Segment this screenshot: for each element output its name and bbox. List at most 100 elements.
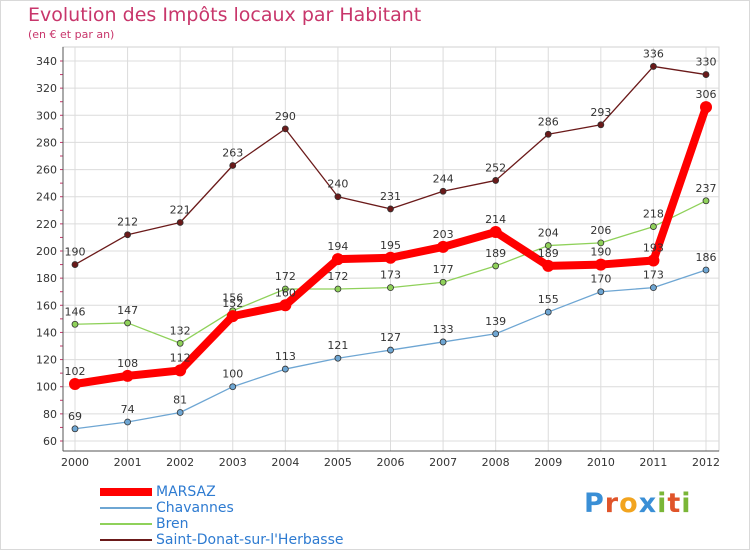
data-label: 133 — [433, 323, 454, 336]
data-label: 244 — [433, 172, 454, 185]
data-point — [544, 242, 552, 249]
y-tick-label: 100 — [36, 381, 57, 394]
logo-letter: P — [584, 488, 605, 519]
y-tick-label: 120 — [36, 354, 57, 367]
data-point — [176, 339, 184, 347]
data-label: 172 — [275, 270, 296, 283]
data-point — [384, 251, 397, 264]
x-tick-label: 2002 — [166, 456, 194, 469]
y-tick-label: 240 — [36, 191, 57, 204]
data-point — [594, 258, 607, 271]
data-point — [437, 240, 450, 253]
data-point — [544, 308, 552, 316]
x-tick-label: 2010 — [587, 456, 615, 469]
data-point — [124, 418, 131, 426]
y-tick-label: 300 — [36, 109, 57, 122]
y-tick-label: 280 — [36, 136, 57, 149]
data-point — [700, 101, 712, 114]
data-point — [334, 193, 342, 201]
data-label: 100 — [222, 368, 243, 381]
data-label: 127 — [380, 331, 401, 344]
data-label: 172 — [327, 270, 348, 283]
y-tick-label: 320 — [36, 82, 57, 95]
data-label: 156 — [222, 292, 243, 305]
data-point — [492, 262, 500, 270]
x-tick-label: 2006 — [377, 456, 405, 469]
data-label: 170 — [590, 273, 611, 286]
data-label: 293 — [590, 106, 611, 119]
y-tick-label: 140 — [36, 326, 57, 339]
data-label: 286 — [538, 115, 559, 128]
y-tick-label: 260 — [36, 164, 57, 177]
data-label: 147 — [117, 304, 138, 317]
y-tick-label: 160 — [36, 299, 57, 312]
x-tick-label: 2005 — [324, 456, 352, 469]
data-label: 69 — [68, 410, 82, 423]
data-point — [439, 187, 447, 195]
data-label: 263 — [222, 147, 243, 160]
data-label: 74 — [121, 403, 135, 416]
y-tick-label: 60 — [43, 435, 57, 448]
legend-label: MARSAZ — [156, 484, 216, 500]
data-label: 190 — [65, 246, 86, 259]
data-label: 189 — [538, 247, 559, 260]
data-point — [69, 378, 81, 390]
data-label: 113 — [275, 350, 296, 363]
data-label: 231 — [380, 190, 401, 203]
data-label: 204 — [538, 227, 559, 240]
data-label: 189 — [485, 247, 506, 260]
data-label: 237 — [696, 182, 717, 195]
x-tick-label: 2000 — [61, 456, 89, 469]
data-point — [439, 278, 447, 286]
data-label: 290 — [275, 110, 296, 123]
data-point — [492, 330, 500, 338]
x-tick-label: 2011 — [639, 456, 667, 469]
data-point — [650, 223, 657, 230]
data-point — [650, 63, 657, 70]
data-label: 195 — [380, 239, 401, 252]
legend-label: Bren — [156, 516, 189, 532]
y-tick-label: 220 — [36, 218, 57, 231]
data-point — [387, 205, 394, 213]
logo-letter: i — [681, 488, 692, 519]
x-tick-label: 2012 — [692, 456, 720, 469]
data-point — [597, 121, 605, 129]
data-label: 212 — [117, 216, 138, 229]
data-point — [281, 365, 289, 373]
data-point — [597, 239, 605, 247]
x-tick-label: 2007 — [429, 456, 457, 469]
data-label: 336 — [643, 47, 664, 60]
data-label: 173 — [380, 269, 401, 282]
chart-title: Evolution des Impôts locaux par Habitant — [28, 4, 422, 26]
data-label: 139 — [485, 315, 506, 328]
data-point — [174, 364, 187, 377]
x-tick-label: 2008 — [482, 456, 510, 469]
data-point — [334, 354, 342, 362]
data-label: 240 — [327, 178, 348, 191]
y-tick-label: 80 — [43, 408, 57, 421]
x-tick-label: 2009 — [534, 456, 562, 469]
data-point — [597, 288, 605, 296]
data-label: 214 — [485, 213, 506, 226]
data-label: 306 — [696, 88, 717, 101]
data-label: 152 — [222, 297, 243, 310]
data-point — [229, 162, 237, 169]
data-point — [176, 219, 184, 226]
data-label: 160 — [275, 286, 296, 299]
logo-letter: x — [638, 488, 658, 519]
data-point — [226, 310, 239, 323]
data-point — [124, 319, 131, 327]
data-point — [121, 369, 134, 382]
data-label: 173 — [643, 269, 664, 282]
data-label: 81 — [173, 394, 187, 407]
data-point — [492, 177, 500, 184]
chart-subtitle: (en € et par an) — [28, 28, 115, 41]
data-point — [387, 284, 394, 292]
data-label: 252 — [485, 161, 506, 174]
data-point — [281, 125, 289, 133]
data-label: 221 — [170, 204, 191, 217]
data-point — [650, 284, 657, 292]
y-tick-label: 200 — [36, 245, 57, 258]
data-label: 186 — [696, 251, 717, 264]
data-point — [702, 71, 710, 78]
